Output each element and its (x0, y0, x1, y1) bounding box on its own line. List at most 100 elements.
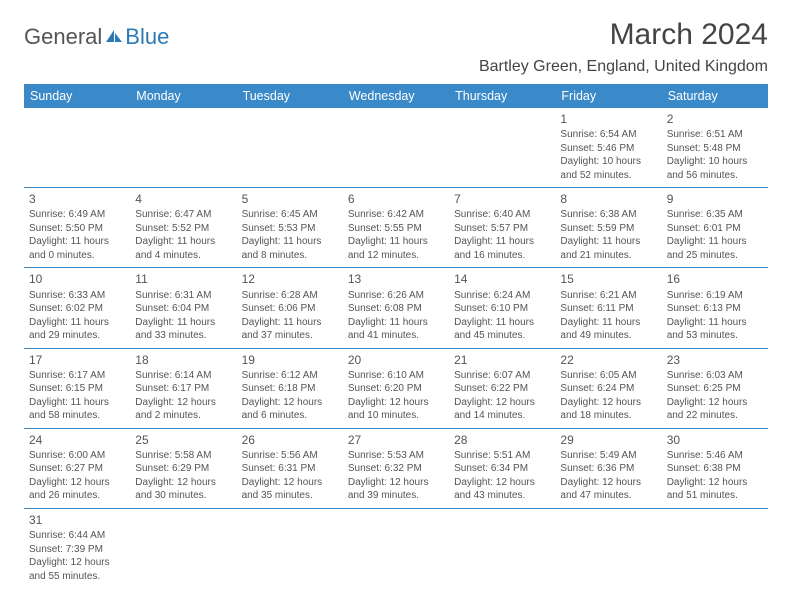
sunrise-text: Sunrise: 5:49 AM (560, 449, 656, 463)
sunset-text: Sunset: 6:17 PM (135, 382, 231, 396)
day-number: 29 (560, 432, 656, 448)
daylight-text: Daylight: 11 hours and 25 minutes. (667, 235, 763, 262)
daylight-text: Daylight: 11 hours and 41 minutes. (348, 316, 444, 343)
calendar-day-cell: 8Sunrise: 6:38 AMSunset: 5:59 PMDaylight… (555, 188, 661, 268)
sunrise-text: Sunrise: 5:51 AM (454, 449, 550, 463)
calendar-empty-cell (449, 108, 555, 188)
logo-text-blue: Blue (125, 24, 169, 50)
calendar-day-cell: 6Sunrise: 6:42 AMSunset: 5:55 PMDaylight… (343, 188, 449, 268)
calendar-day-cell: 20Sunrise: 6:10 AMSunset: 6:20 PMDayligh… (343, 348, 449, 428)
sunset-text: Sunset: 6:29 PM (135, 462, 231, 476)
day-number: 28 (454, 432, 550, 448)
day-number: 23 (667, 352, 763, 368)
sunset-text: Sunset: 5:57 PM (454, 222, 550, 236)
calendar-week-row: 24Sunrise: 6:00 AMSunset: 6:27 PMDayligh… (24, 428, 768, 508)
sunrise-text: Sunrise: 6:10 AM (348, 369, 444, 383)
sunrise-text: Sunrise: 6:35 AM (667, 208, 763, 222)
calendar-day-cell: 12Sunrise: 6:28 AMSunset: 6:06 PMDayligh… (237, 268, 343, 348)
day-header: Thursday (449, 84, 555, 108)
sunrise-text: Sunrise: 6:44 AM (29, 529, 125, 543)
day-number: 21 (454, 352, 550, 368)
sunset-text: Sunset: 6:27 PM (29, 462, 125, 476)
day-number: 5 (242, 191, 338, 207)
sunrise-text: Sunrise: 5:56 AM (242, 449, 338, 463)
day-number: 25 (135, 432, 231, 448)
calendar-day-cell: 2Sunrise: 6:51 AMSunset: 5:48 PMDaylight… (662, 108, 768, 188)
calendar-empty-cell (449, 508, 555, 588)
calendar-week-row: 3Sunrise: 6:49 AMSunset: 5:50 PMDaylight… (24, 188, 768, 268)
daylight-text: Daylight: 10 hours and 56 minutes. (667, 155, 763, 182)
calendar-day-cell: 19Sunrise: 6:12 AMSunset: 6:18 PMDayligh… (237, 348, 343, 428)
sunrise-text: Sunrise: 6:07 AM (454, 369, 550, 383)
daylight-text: Daylight: 11 hours and 29 minutes. (29, 316, 125, 343)
daylight-text: Daylight: 11 hours and 12 minutes. (348, 235, 444, 262)
day-number: 14 (454, 271, 550, 287)
sunrise-text: Sunrise: 6:31 AM (135, 289, 231, 303)
day-number: 3 (29, 191, 125, 207)
sunrise-text: Sunrise: 6:45 AM (242, 208, 338, 222)
calendar-day-cell: 27Sunrise: 5:53 AMSunset: 6:32 PMDayligh… (343, 428, 449, 508)
daylight-text: Daylight: 12 hours and 2 minutes. (135, 396, 231, 423)
sunset-text: Sunset: 5:46 PM (560, 142, 656, 156)
calendar-table: SundayMondayTuesdayWednesdayThursdayFrid… (24, 84, 768, 588)
day-number: 2 (667, 111, 763, 127)
calendar-week-row: 31Sunrise: 6:44 AMSunset: 7:39 PMDayligh… (24, 508, 768, 588)
daylight-text: Daylight: 11 hours and 33 minutes. (135, 316, 231, 343)
sunrise-text: Sunrise: 6:19 AM (667, 289, 763, 303)
day-number: 7 (454, 191, 550, 207)
calendar-week-row: 1Sunrise: 6:54 AMSunset: 5:46 PMDaylight… (24, 108, 768, 188)
sunset-text: Sunset: 6:31 PM (242, 462, 338, 476)
daylight-text: Daylight: 11 hours and 4 minutes. (135, 235, 231, 262)
daylight-text: Daylight: 12 hours and 14 minutes. (454, 396, 550, 423)
day-number: 20 (348, 352, 444, 368)
sunrise-text: Sunrise: 6:42 AM (348, 208, 444, 222)
calendar-empty-cell (130, 508, 236, 588)
day-header: Tuesday (237, 84, 343, 108)
calendar-day-cell: 24Sunrise: 6:00 AMSunset: 6:27 PMDayligh… (24, 428, 130, 508)
calendar-empty-cell (555, 508, 661, 588)
calendar-day-cell: 15Sunrise: 6:21 AMSunset: 6:11 PMDayligh… (555, 268, 661, 348)
sunset-text: Sunset: 6:13 PM (667, 302, 763, 316)
sunrise-text: Sunrise: 6:26 AM (348, 289, 444, 303)
calendar-empty-cell (24, 108, 130, 188)
sunset-text: Sunset: 6:10 PM (454, 302, 550, 316)
calendar-week-row: 17Sunrise: 6:17 AMSunset: 6:15 PMDayligh… (24, 348, 768, 428)
calendar-day-cell: 13Sunrise: 6:26 AMSunset: 6:08 PMDayligh… (343, 268, 449, 348)
sunset-text: Sunset: 6:08 PM (348, 302, 444, 316)
sunrise-text: Sunrise: 6:00 AM (29, 449, 125, 463)
daylight-text: Daylight: 12 hours and 35 minutes. (242, 476, 338, 503)
daylight-text: Daylight: 12 hours and 55 minutes. (29, 556, 125, 583)
daylight-text: Daylight: 11 hours and 58 minutes. (29, 396, 125, 423)
daylight-text: Daylight: 12 hours and 39 minutes. (348, 476, 444, 503)
calendar-body: 1Sunrise: 6:54 AMSunset: 5:46 PMDaylight… (24, 108, 768, 588)
calendar-day-cell: 17Sunrise: 6:17 AMSunset: 6:15 PMDayligh… (24, 348, 130, 428)
daylight-text: Daylight: 12 hours and 10 minutes. (348, 396, 444, 423)
day-header: Saturday (662, 84, 768, 108)
sunset-text: Sunset: 5:53 PM (242, 222, 338, 236)
daylight-text: Daylight: 11 hours and 45 minutes. (454, 316, 550, 343)
day-number: 22 (560, 352, 656, 368)
day-header: Sunday (24, 84, 130, 108)
day-number: 17 (29, 352, 125, 368)
day-number: 30 (667, 432, 763, 448)
daylight-text: Daylight: 12 hours and 18 minutes. (560, 396, 656, 423)
page-title: March 2024 (479, 18, 768, 52)
sunset-text: Sunset: 6:36 PM (560, 462, 656, 476)
daylight-text: Daylight: 12 hours and 47 minutes. (560, 476, 656, 503)
calendar-day-cell: 23Sunrise: 6:03 AMSunset: 6:25 PMDayligh… (662, 348, 768, 428)
day-number: 10 (29, 271, 125, 287)
day-number: 31 (29, 512, 125, 528)
calendar-day-cell: 3Sunrise: 6:49 AMSunset: 5:50 PMDaylight… (24, 188, 130, 268)
daylight-text: Daylight: 11 hours and 16 minutes. (454, 235, 550, 262)
sunset-text: Sunset: 7:39 PM (29, 543, 125, 557)
calendar-day-cell: 29Sunrise: 5:49 AMSunset: 6:36 PMDayligh… (555, 428, 661, 508)
day-header: Monday (130, 84, 236, 108)
calendar-day-cell: 21Sunrise: 6:07 AMSunset: 6:22 PMDayligh… (449, 348, 555, 428)
calendar-empty-cell (343, 108, 449, 188)
day-number: 16 (667, 271, 763, 287)
daylight-text: Daylight: 11 hours and 49 minutes. (560, 316, 656, 343)
sunrise-text: Sunrise: 6:51 AM (667, 128, 763, 142)
day-number: 15 (560, 271, 656, 287)
calendar-day-cell: 28Sunrise: 5:51 AMSunset: 6:34 PMDayligh… (449, 428, 555, 508)
sunset-text: Sunset: 5:59 PM (560, 222, 656, 236)
